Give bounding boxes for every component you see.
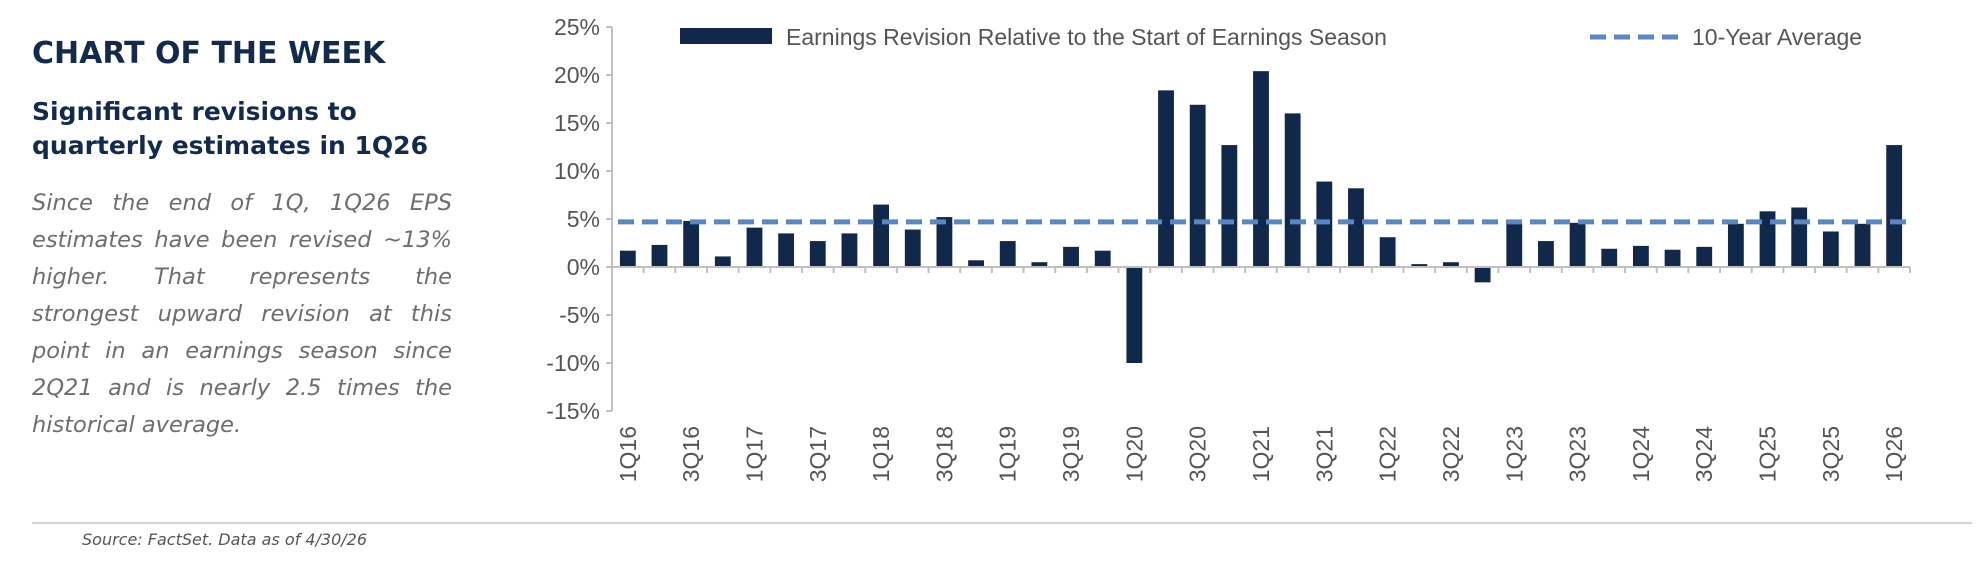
- bar-3Q18: [936, 217, 953, 267]
- bar-3Q22: [1443, 262, 1459, 267]
- chart-headline: Significant revisions to quarterly estim…: [32, 97, 428, 160]
- x-tick-label: 3Q25: [1818, 426, 1844, 482]
- x-tick-label: 1Q18: [868, 426, 894, 482]
- bar-1Q24: [1632, 245, 1649, 267]
- legend-average-label: 10-Year Average: [1692, 24, 1862, 50]
- bar-3Q23: [1569, 222, 1586, 267]
- bar-2Q19: [1031, 262, 1048, 267]
- bar-4Q25: [1854, 223, 1871, 267]
- x-tick-label: 3Q22: [1438, 426, 1464, 482]
- x-tick-label: 1Q19: [995, 426, 1021, 482]
- y-tick-label: -15%: [546, 398, 600, 424]
- bar-2Q21: [1284, 113, 1301, 268]
- x-tick-label: 3Q21: [1311, 426, 1337, 482]
- x-tick-label: 3Q24: [1691, 426, 1717, 482]
- bar-chart: Earnings Revision Relative to the Start …: [546, 14, 1911, 482]
- bar-1Q25: [1759, 211, 1776, 267]
- bar-2Q24: [1664, 249, 1681, 267]
- bar-4Q16: [714, 256, 731, 267]
- x-tick-label: 1Q22: [1375, 426, 1401, 482]
- x-tick-label: 3Q17: [805, 426, 831, 482]
- x-tick-label: 3Q20: [1185, 426, 1211, 482]
- x-tick-label: 1Q17: [741, 426, 767, 482]
- legend-bar-swatch: [680, 28, 772, 44]
- bar-4Q21: [1348, 188, 1364, 267]
- bar-3Q25: [1822, 231, 1839, 267]
- bar-2Q20: [1158, 90, 1174, 267]
- bar-3Q19: [1063, 246, 1079, 267]
- bar-1Q18: [873, 204, 890, 267]
- legend-bar-label: Earnings Revision Relative to the Start …: [786, 24, 1387, 50]
- y-axis: 25% 20% 15% 10% 5% 0% -5% -10% -15%: [546, 14, 613, 424]
- x-tick-label: 3Q18: [931, 426, 957, 482]
- y-tick-label: -5%: [559, 302, 600, 328]
- x-tick-label: 1Q25: [1755, 426, 1781, 482]
- y-tick-label: -10%: [546, 350, 600, 376]
- x-tick-label: 3Q16: [678, 426, 704, 482]
- chart-legend: Earnings Revision Relative to the Start …: [680, 24, 1862, 50]
- bar-2Q17: [778, 233, 795, 267]
- chart-description: Since the end of 1Q, 1Q26 EPS estimates …: [32, 190, 452, 438]
- bar-2Q18: [904, 229, 921, 267]
- bar-1Q22: [1379, 237, 1396, 267]
- x-tick-label: 1Q23: [1501, 426, 1527, 482]
- bar-4Q19: [1094, 250, 1111, 267]
- y-tick-label: 0%: [567, 254, 600, 280]
- bar-1Q17: [746, 227, 763, 267]
- x-tick-label: 1Q26: [1881, 426, 1907, 482]
- text-panel: CHART OF THE WEEK Significant revisions …: [32, 36, 452, 444]
- bar-4Q22: [1474, 267, 1491, 283]
- bar-2Q16: [651, 244, 668, 267]
- x-tick-label: 1Q16: [615, 426, 641, 482]
- bar-1Q16: [619, 250, 636, 267]
- bar-4Q23: [1601, 248, 1618, 267]
- y-tick-label: 15%: [554, 110, 600, 136]
- bar-1Q21: [1253, 71, 1269, 267]
- x-tick-label: 1Q24: [1628, 426, 1654, 482]
- chart-kicker: CHART OF THE WEEK: [32, 36, 386, 71]
- x-tick-label: 3Q19: [1058, 426, 1084, 482]
- bar-1Q20: [1126, 267, 1143, 363]
- bar-1Q23: [1506, 223, 1523, 267]
- x-tick-label: 1Q21: [1248, 426, 1274, 482]
- source-note: Source: FactSet. Data as of 4/30/26: [82, 530, 368, 549]
- y-tick-label: 10%: [554, 158, 600, 184]
- bar-4Q18: [968, 260, 984, 267]
- bar-3Q20: [1189, 104, 1206, 267]
- bar-3Q17: [809, 241, 826, 267]
- bar-2Q25: [1791, 207, 1808, 267]
- bar-1Q26: [1886, 145, 1903, 267]
- bar-series: [619, 71, 1903, 363]
- y-tick-label: 20%: [554, 62, 600, 88]
- bar-4Q20: [1221, 145, 1238, 267]
- bar-4Q24: [1727, 223, 1744, 267]
- y-tick-label: 25%: [554, 14, 600, 40]
- bar-3Q16: [683, 220, 700, 267]
- x-axis: 1Q16 3Q16 1Q17 3Q17 1Q18 3Q18 1Q19 3Q19 1Q20 3Q20…: [611, 266, 1911, 482]
- y-tick-label: 5%: [567, 206, 600, 232]
- x-tick-label: 1Q20: [1121, 426, 1147, 482]
- bar-1Q19: [999, 241, 1016, 267]
- x-tick-label: 3Q23: [1565, 426, 1591, 482]
- bar-2Q22: [1411, 264, 1428, 267]
- footer-divider: [32, 522, 1972, 524]
- bar-2Q23: [1538, 241, 1554, 267]
- bar-4Q17: [841, 233, 858, 267]
- bar-3Q24: [1696, 246, 1713, 267]
